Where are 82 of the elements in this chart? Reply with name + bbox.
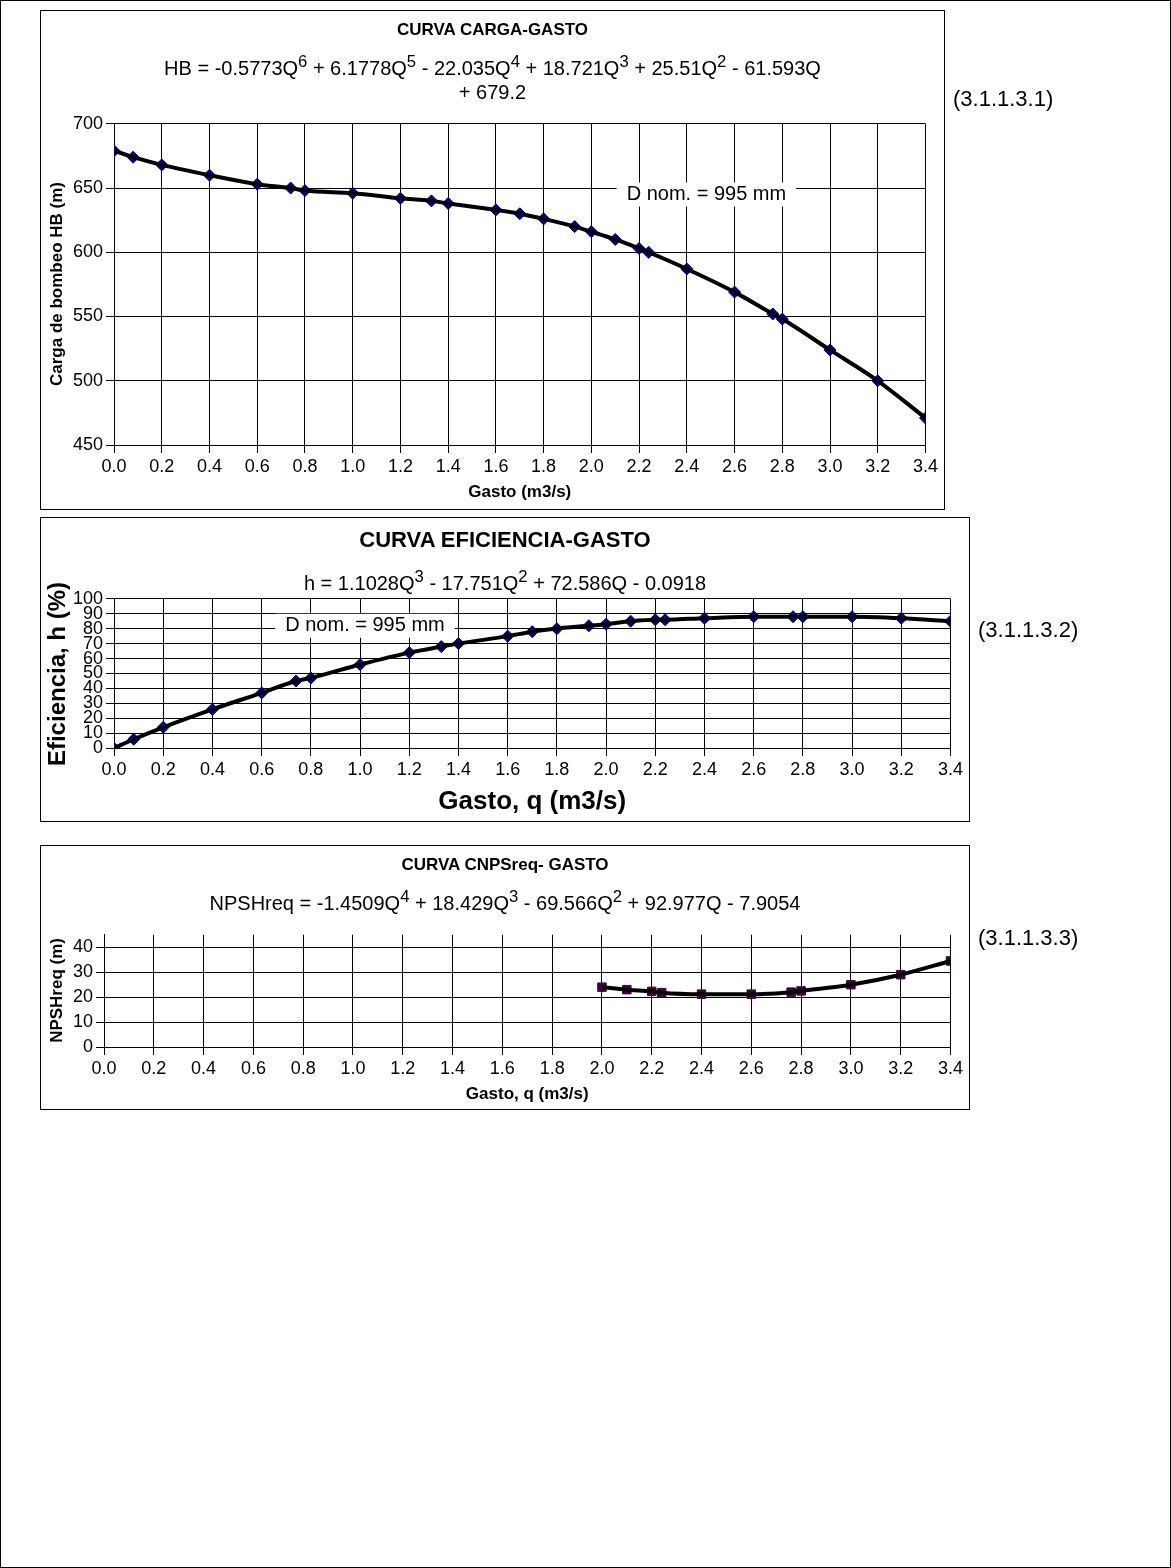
x-tick-label: 3.2 [865, 455, 891, 476]
y-tick-label: 600 [72, 241, 104, 262]
x-tick-label: 3.0 [839, 758, 865, 779]
y-axis-title: Carga de bombeo HB (m) [46, 182, 67, 387]
y-tick-label: 30 [72, 961, 94, 982]
chart-title: CURVA CARGA-GASTO [395, 20, 590, 40]
x-tick-label: 2.0 [593, 758, 619, 779]
y-axis-title: Eficiencia, h (%) [43, 581, 70, 766]
x-tick-label: 1.2 [390, 1057, 416, 1078]
x-tick-label: 0.8 [292, 455, 318, 476]
x-tick-label: 3.4 [912, 455, 938, 476]
x-tick-label: 1.4 [435, 455, 461, 476]
text: (3.1.1.3.1) [953, 86, 1054, 112]
x-tick-label: 3.2 [888, 1057, 914, 1078]
x-tick-label: 0.4 [196, 455, 223, 476]
chart-subtitle: h = 1.1028Q$^{3}$ - 17.751Q$^{2}$ + 72.586Q - 0.0918 [303, 567, 707, 594]
y-tick-label: 450 [72, 433, 104, 454]
y-tick-label: 500 [72, 369, 104, 390]
x-tick-label: 2.8 [790, 758, 816, 779]
x-tick-label: 0.2 [149, 455, 175, 476]
y-tick-label: 700 [72, 112, 104, 133]
text: HB = -0.5773Q$^{6}$ + 6.1778Q$^{5}$ - 22.035Q$^{4}$ + 18.721Q$^{3}$ + 25.51Q$^{2}$ - 61.593Q + 679.2 [164, 52, 821, 103]
y-tick-label: 650 [72, 177, 104, 198]
x-tick-label: 3.0 [838, 1057, 864, 1078]
y-tick-label: 10 [72, 1011, 94, 1032]
annotation: D nom. = 995 mm [285, 613, 445, 636]
x-tick-label: 2.2 [639, 1057, 665, 1078]
x-tick-label: 2.4 [689, 1057, 715, 1078]
y-axis-title: NPSHreq (m) [46, 938, 67, 1044]
x-axis-title: Gasto (m3/s) [468, 482, 572, 502]
y-tick-label: 0 [83, 1035, 94, 1056]
x-tick-label: 0.0 [91, 1057, 117, 1078]
x-tick-label: 3.2 [888, 758, 914, 779]
x-tick-label: 1.0 [347, 758, 373, 779]
chart-title: CURVA CNPSreq- GASTO [400, 855, 610, 875]
text: (3.1.1.3.2) [978, 617, 1079, 643]
x-tick-label: 1.2 [396, 758, 422, 779]
x-tick-label: 0.6 [249, 758, 275, 779]
text: (3.1.1.3.3) [978, 925, 1079, 951]
x-tick-label: 2.6 [738, 1057, 764, 1078]
x-tick-label: 1.8 [531, 455, 557, 476]
x-tick-label: 0.2 [141, 1057, 167, 1078]
x-tick-label: 1.8 [539, 1057, 565, 1078]
y-tick-label: 40 [72, 936, 94, 957]
x-tick-label: 1.6 [483, 455, 509, 476]
x-tick-label: 0.0 [101, 455, 127, 476]
x-axis-title: Gasto, q (m3/s) [465, 1084, 589, 1104]
x-tick-label: 0.2 [150, 758, 176, 779]
x-tick-label: 2.8 [769, 455, 795, 476]
x-tick-label: 1.4 [440, 1057, 466, 1078]
chart-title: CURVA EFICIENCIA-GASTO [358, 527, 652, 553]
x-tick-label: 0.6 [244, 455, 270, 476]
chart-subtitle: NPSHreq = -1.4509Q$^{4}$ + 18.429Q$^{3}$ - 69.566Q$^{2}$ + 92.977Q - 7.9054 [208, 886, 802, 915]
x-tick-label: 1.0 [340, 1057, 366, 1078]
x-tick-label: 0.4 [191, 1057, 217, 1078]
x-tick-label: 3.0 [817, 455, 843, 476]
x-tick-label: 1.2 [387, 455, 413, 476]
x-tick-label: 2.0 [578, 455, 604, 476]
x-tick-label: 2.0 [589, 1057, 615, 1078]
x-tick-label: 2.4 [674, 455, 700, 476]
x-tick-label: 0.4 [199, 758, 225, 779]
annotation: D nom. = 995 mm [626, 181, 787, 204]
x-tick-label: 2.8 [788, 1057, 814, 1078]
x-tick-label: 2.6 [741, 758, 767, 779]
x-tick-label: 2.2 [642, 758, 668, 779]
y-tick-label: 550 [72, 305, 104, 326]
x-tick-label: 3.4 [937, 758, 963, 779]
y-tick-label: 20 [72, 986, 94, 1007]
x-tick-label: 1.4 [445, 758, 471, 779]
x-axis-title: Gasto, q (m3/s) [438, 784, 627, 815]
x-tick-label: 0.8 [290, 1057, 316, 1078]
x-tick-label: 0.6 [240, 1057, 266, 1078]
x-tick-label: 2.2 [626, 455, 652, 476]
x-tick-label: 3.4 [937, 1057, 963, 1078]
x-tick-label: 2.6 [722, 455, 748, 476]
x-tick-label: 1.6 [495, 758, 521, 779]
x-tick-label: 1.0 [340, 455, 366, 476]
x-tick-label: 0.0 [101, 758, 127, 779]
x-tick-label: 1.8 [544, 758, 570, 779]
x-tick-label: 0.8 [298, 758, 324, 779]
x-tick-label: 1.6 [489, 1057, 515, 1078]
x-tick-label: 2.4 [691, 758, 717, 779]
